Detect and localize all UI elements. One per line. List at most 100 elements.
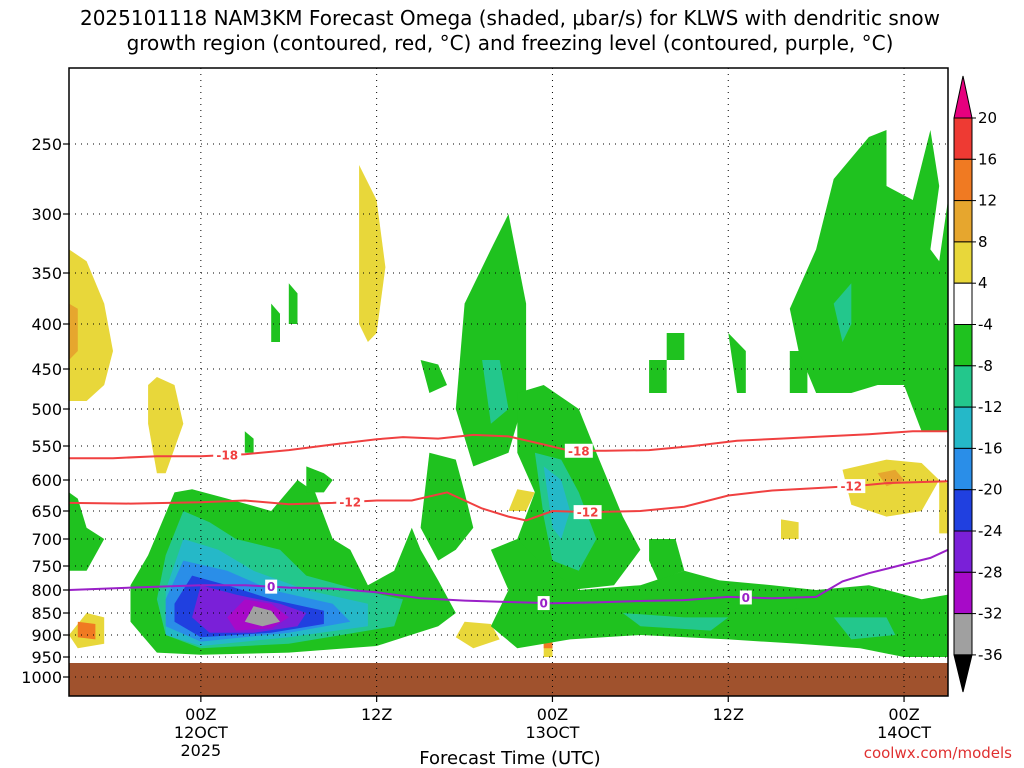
colorbar-swatch-1 — [953, 117, 973, 160]
y-axis: 250 300 350 400 450 500 550 600 650 700 750 800 850 9… — [21, 135, 69, 687]
contour-label-bg-dgz_minus12-2 — [837, 479, 866, 494]
y-tick-label-350: 350 — [31, 264, 62, 283]
x-tick-label-0: 00Z — [185, 705, 216, 724]
contour-label-freezing_0-0: 0 — [267, 580, 275, 594]
colorbar-label-12: -32 — [978, 605, 1003, 623]
contour-label-bg-freezing_0-2 — [739, 590, 752, 605]
colorbar-label-7: -12 — [978, 398, 1003, 416]
contour-label-bg-dgz_minus18-0 — [213, 447, 242, 462]
omega-region-8 — [781, 519, 799, 539]
y-tick-label-600: 600 — [31, 471, 62, 490]
omega-region-6 — [842, 459, 940, 517]
omega-region-39 — [649, 360, 667, 393]
omega-region-5 — [508, 489, 535, 511]
contour-label-dgz_minus12-1: -12 — [577, 506, 599, 520]
omega-region-25 — [455, 214, 527, 467]
colorbar-swatch-11 — [953, 530, 973, 573]
y-tick-label-300: 300 — [31, 205, 62, 224]
omega-region-1 — [69, 303, 78, 360]
omega-region-3 — [359, 165, 386, 342]
colorbar-top-arrow — [953, 75, 973, 119]
contour-label-freezing_0-2: 0 — [742, 591, 750, 605]
colorbar: 20 16 12 8 4 -4 -8 -12 -16 -20 -24 -28 -32 -36 — [953, 75, 1003, 693]
ground-surface — [69, 663, 948, 696]
omega-region-43 — [288, 283, 298, 324]
colorbar-label-5: -4 — [978, 316, 993, 334]
omega-region-14 — [69, 492, 105, 571]
x-tick-date-0: 12OCT — [174, 723, 228, 742]
colorbar-label-8: -16 — [978, 439, 1003, 457]
y-tick-label-650: 650 — [31, 502, 62, 521]
colorbar-label-4: 4 — [978, 274, 988, 292]
colorbar-label-0: 20 — [978, 109, 997, 127]
y-tick-label-400: 400 — [31, 315, 62, 334]
colorbar-label-3: 8 — [978, 233, 988, 251]
omega-region-38 — [666, 333, 685, 360]
colorbar-swatch-10 — [953, 489, 973, 532]
contour-label-bg-dgz_minus12-0 — [336, 494, 365, 509]
omega-region-22 — [244, 606, 280, 627]
omega-region-33 — [833, 617, 896, 640]
omega-region-34 — [649, 539, 685, 581]
watermark: coolwx.com/models — [864, 744, 1012, 762]
colorbar-swatch-7 — [953, 365, 973, 408]
y-tick-label-550: 550 — [31, 437, 62, 456]
colorbar-label-11: -28 — [978, 563, 1003, 581]
omega-region-26 — [482, 360, 509, 424]
omega-region-27 — [420, 452, 474, 561]
omega-region-24 — [420, 360, 447, 393]
colorbar-label-1: 16 — [978, 150, 997, 168]
omega-shading — [69, 130, 948, 657]
y-tick-label-850: 850 — [31, 604, 62, 623]
omega-region-35 — [763, 590, 799, 613]
chart-title-line2: growth region (contoured, red, °C) and f… — [127, 31, 894, 55]
y-tick-label-450: 450 — [31, 360, 62, 379]
omega-region-2 — [148, 377, 184, 474]
y-tick-label-800: 800 — [31, 581, 62, 600]
plot-frame — [68, 67, 949, 697]
colorbar-swatch-3 — [953, 200, 973, 243]
x-axis-label: Forecast Time (UTC) — [419, 748, 600, 768]
x-tick-label-1: 12Z — [361, 705, 392, 724]
colorbar-swatch-8 — [953, 406, 973, 449]
colorbar-swatch-6 — [953, 324, 973, 367]
contour-label-bg-dgz_minus18-1 — [564, 443, 593, 458]
x-tick-label-3: 12Z — [713, 705, 744, 724]
y-tick-label-250: 250 — [31, 135, 62, 154]
omega-region-13 — [77, 621, 96, 640]
colorbar-bottom-arrow — [953, 654, 973, 693]
colorbar-label-13: -36 — [978, 646, 1003, 664]
omega-region-40 — [789, 130, 948, 432]
y-tick-label-900: 900 — [31, 626, 62, 645]
x-tick-date-4: 14OCT — [877, 723, 931, 742]
colorbar-swatch-2 — [953, 158, 973, 202]
omega-region-44 — [244, 431, 254, 453]
omega-region-32 — [622, 613, 729, 631]
omega-region-0 — [69, 249, 113, 401]
contour-label-dgz_minus18-0: -18 — [216, 448, 238, 462]
y-tick-label-950: 950 — [31, 648, 62, 667]
contour-label-dgz_minus12-2: -12 — [840, 480, 862, 494]
colorbar-swatch-5 — [953, 282, 973, 326]
chart-title-line1: 2025101118 NAM3KM Forecast Omega (shaded… — [80, 6, 940, 30]
contour-dgz_minus12 — [68, 480, 949, 522]
colorbar-swatch-9 — [953, 447, 973, 491]
omega-region-23 — [306, 466, 333, 493]
colorbar-label-10: -24 — [978, 522, 1003, 540]
colorbar-label-9: -20 — [978, 481, 1003, 499]
y-tick-label-500: 500 — [31, 400, 62, 419]
omega-region-41 — [833, 283, 852, 342]
contour-label-dgz_minus18-1: -18 — [568, 444, 590, 458]
colorbar-swatch-4 — [953, 241, 973, 284]
contour-label-bg-dgz_minus12-1 — [573, 505, 602, 520]
colorbar-swatch-12 — [953, 571, 973, 615]
omega-region-36 — [728, 333, 746, 393]
contour-label-bg-freezing_0-1 — [537, 596, 550, 611]
omega-region-42 — [271, 303, 280, 342]
contour-label-freezing_0-1: 0 — [539, 597, 547, 611]
x-tick-label-2: 00Z — [537, 705, 568, 724]
x-tick-label-4: 00Z — [888, 705, 919, 724]
omega-region-30 — [543, 466, 570, 539]
